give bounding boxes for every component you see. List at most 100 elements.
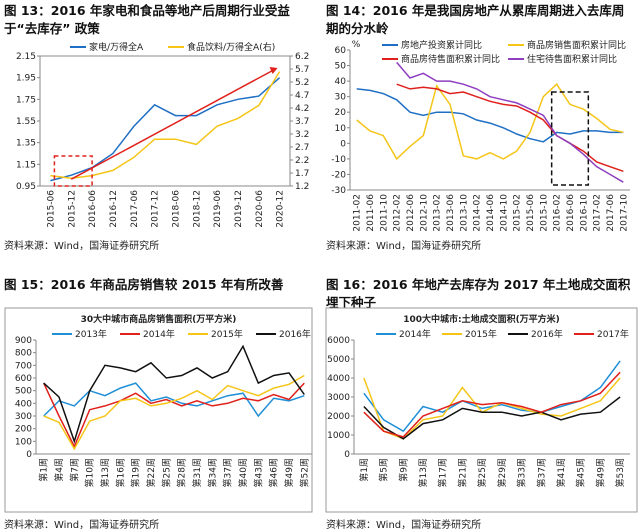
- legend-label: 食品饮料/万得全A(右): [187, 41, 275, 53]
- series-line: [356, 88, 624, 143]
- legend-label: 商品房待售面积累计同比: [401, 53, 500, 65]
- y-tick-label: 400: [15, 399, 32, 409]
- x-tick-label: 2018-12: [192, 190, 202, 228]
- x-tick-label: 第40周: [237, 458, 249, 487]
- x-tick-label: 第1周: [38, 458, 50, 482]
- y-tick-label: 300: [15, 412, 32, 422]
- x-tick-label: 2011-02: [353, 194, 363, 232]
- legend-label: 2015年: [211, 328, 243, 340]
- y-tick-label: 600: [15, 374, 32, 384]
- x-tick-label: 2020-06: [255, 190, 265, 228]
- y-tick-label: 200: [15, 425, 32, 435]
- series-line: [363, 371, 621, 438]
- series-line: [363, 396, 621, 440]
- chart-title: 100大中城市:土地成交面积(万平方米): [403, 313, 560, 325]
- legend-label: 2014年: [143, 328, 175, 340]
- y-tick-label: 1.35: [16, 139, 36, 149]
- y-tick-label: 60: [335, 46, 347, 56]
- x-tick-label: 第45周: [575, 458, 587, 487]
- y-tick-label: 40: [335, 77, 347, 87]
- chart-border: [4, 307, 313, 513]
- arrow-head: [269, 67, 278, 74]
- series-line: [356, 83, 624, 161]
- plot-frame: [39, 55, 291, 187]
- y-tick-label: 1.75: [16, 95, 36, 105]
- x-tick-label: 2020-12: [276, 190, 286, 228]
- x-tick-label: 2012-02: [393, 194, 403, 232]
- y2-tick-label: 3.7: [295, 117, 309, 127]
- x-tick-label: 第5周: [378, 458, 390, 482]
- legend-label: 商品房销售面积累计同比: [527, 39, 626, 51]
- x-tick-label: 第9周: [397, 458, 409, 482]
- y-tick-label: 6000: [327, 336, 350, 346]
- legend-label: 2014年: [399, 328, 431, 340]
- x-tick-label: 第17周: [437, 458, 449, 487]
- x-tick-label: 2019-12: [234, 190, 244, 228]
- y-tick-label: 1.15: [16, 160, 36, 170]
- legend-label: 家电/万得全A: [89, 41, 144, 53]
- legend-label: 2016年: [279, 328, 311, 340]
- x-tick-label: 2016-02: [553, 194, 563, 232]
- series-line: [50, 77, 281, 182]
- x-tick-label: 第1周: [358, 458, 370, 482]
- x-tick-label: 2012-06: [406, 194, 416, 232]
- y-tick-label: -20: [331, 170, 346, 180]
- legend-label: 2015年: [465, 328, 497, 340]
- x-tick-label: 2016-06: [88, 190, 98, 228]
- legend-label: 住宅待售面积累计同比: [527, 53, 617, 65]
- y-tick-label: -10: [331, 155, 346, 165]
- y2-tick-label: 4.2: [295, 104, 309, 114]
- x-tick-label: 第41周: [555, 458, 567, 487]
- caption: 图 16：2016 年地产去库存为 2017 年土地成交面积埋下种子: [326, 277, 631, 310]
- y2-tick-label: 1.2: [295, 182, 309, 192]
- x-tick-label: 第31周: [191, 458, 203, 487]
- x-tick-label: 第7周: [68, 458, 80, 482]
- series-line: [43, 382, 305, 449]
- caption: 图 13：2016 年家电和食品等地产后周期行业受益于“去库存” 政策: [4, 3, 290, 36]
- x-tick-label: 2011-06: [366, 194, 376, 232]
- highlight-box: [550, 91, 590, 186]
- x-tick-label: 2014-10: [499, 194, 509, 232]
- x-tick-label: 2013-06: [446, 194, 456, 232]
- x-tick-label: 2013-10: [459, 194, 469, 232]
- x-tick-label: 2018-06: [171, 190, 181, 228]
- y2-tick-label: 2.7: [295, 143, 309, 153]
- y-tick-label: 1.95: [16, 74, 36, 84]
- x-tick-label: 第16周: [114, 458, 126, 487]
- x-tick-label: 2017-10: [619, 194, 629, 232]
- y-axis-label: %: [352, 40, 361, 50]
- x-tick-label: 2015-06: [46, 190, 56, 228]
- y2-tick-label: 3.2: [295, 130, 309, 140]
- source: 资料来源：Wind，国海证券研究所: [326, 520, 482, 531]
- x-tick-label: 第10周: [84, 458, 96, 487]
- x-tick-label: 2016-12: [109, 190, 119, 228]
- y-tick-label: 50: [335, 62, 347, 72]
- x-tick-label: 第21周: [456, 458, 468, 487]
- x-tick-label: 2017-12: [151, 190, 161, 228]
- series-line: [396, 83, 624, 173]
- y-tick-label: -30: [331, 186, 346, 196]
- x-tick-label: 第52周: [298, 458, 310, 487]
- x-tick-label: 2019-06: [213, 190, 223, 228]
- x-tick-label: 第25周: [476, 458, 488, 487]
- x-tick-label: 2017-06: [130, 190, 140, 228]
- series-line: [43, 374, 305, 451]
- y-tick-label: 30: [335, 93, 347, 103]
- y-tick-label: 2.15: [16, 52, 36, 62]
- x-tick-label: 2015-10: [539, 194, 549, 232]
- x-tick-label: 第22周: [145, 458, 157, 487]
- y-tick-label: 800: [15, 349, 32, 359]
- x-tick-label: 2011-10: [379, 194, 389, 232]
- caption: 图 14：2016 年是我国房地产从累库周期进入去库周期的分水岭: [326, 3, 625, 36]
- source: 资料来源：Wind，国海证券研究所: [326, 241, 482, 252]
- x-tick-label: 2017-06: [606, 194, 616, 232]
- x-tick-label: 第34周: [206, 458, 218, 487]
- x-tick-label: 第46周: [268, 458, 280, 487]
- x-tick-label: 第25周: [160, 458, 172, 487]
- legend-label: 2016年: [531, 328, 563, 340]
- y-tick-label: 4000: [327, 374, 350, 384]
- x-tick-label: 2017-02: [593, 194, 603, 232]
- y-tick-label: 0.95: [16, 182, 36, 192]
- y-tick-label: 900: [15, 336, 32, 346]
